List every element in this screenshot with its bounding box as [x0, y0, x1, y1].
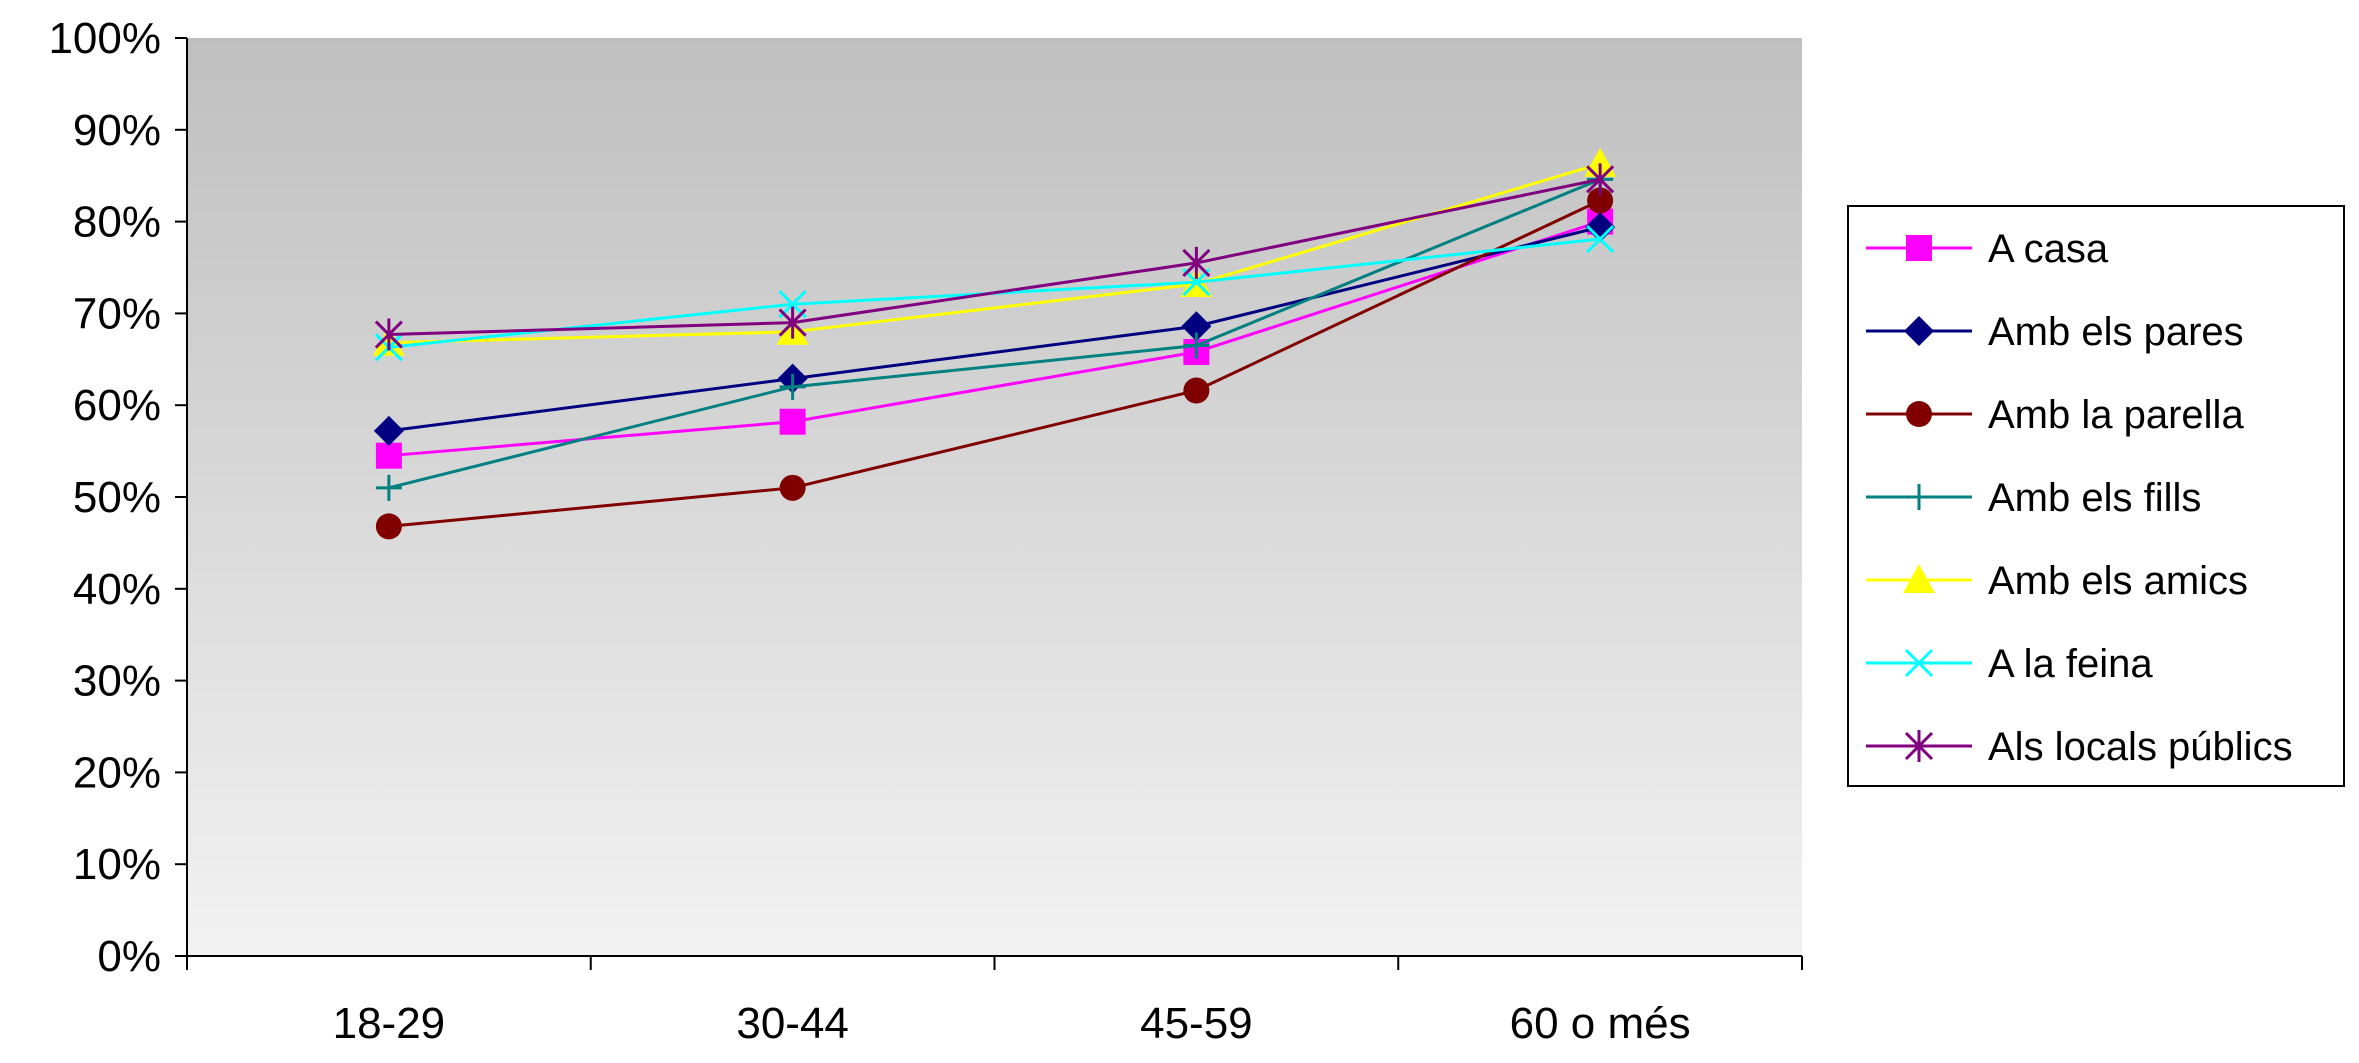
y-tick-label: 50% — [73, 473, 161, 522]
legend-label: Amb els fills — [1988, 476, 2201, 520]
legend-marker — [1906, 484, 1932, 510]
legend-label: Amb els amics — [1988, 559, 2248, 603]
x-tick-label: 18-29 — [333, 999, 446, 1048]
y-axis: 0% 10% 20% 30% 40% 50% 60% 70% 80% 90% 100% — [48, 14, 188, 981]
data-point — [375, 513, 402, 540]
series-line — [388, 177, 1601, 337]
data-point — [1586, 163, 1615, 196]
legend-label: A la feina — [1988, 642, 2153, 686]
legend-marker — [1906, 235, 1932, 261]
data-point — [1182, 246, 1211, 279]
legend-item: Amb els amics — [1866, 559, 2248, 603]
y-tick-label: 0% — [97, 932, 161, 981]
legend-marker — [1903, 564, 1935, 593]
legend-marker — [1904, 316, 1934, 346]
x-tick-label: 30-44 — [736, 999, 849, 1048]
y-tick-label: 80% — [73, 198, 161, 247]
data-point — [779, 373, 806, 400]
legend: A casa Amb els pares Amb la parella Amb els… — [1847, 205, 2345, 787]
legend-label: Amb la parella — [1988, 393, 2244, 437]
data-point — [375, 442, 402, 469]
legend-item: A la feina — [1866, 642, 2153, 686]
data-point — [1183, 377, 1210, 404]
data-point — [1183, 332, 1210, 359]
data-point — [779, 474, 806, 501]
data-point — [375, 474, 402, 501]
y-tick-label: 100% — [48, 14, 161, 63]
legend-item: Amb la parella — [1866, 393, 2244, 437]
y-tick-label: 60% — [73, 381, 161, 430]
x-tick-label: 60 o més — [1510, 999, 1691, 1048]
series-line — [388, 162, 1601, 345]
series-2 — [375, 187, 1614, 540]
legend-label: Als locals públics — [1988, 725, 2293, 769]
legend-item: Amb els fills — [1866, 476, 2201, 520]
legend-marker — [1904, 648, 1934, 678]
series-line — [388, 199, 1601, 528]
data-point — [374, 318, 403, 351]
series-line — [388, 177, 1601, 490]
series-line — [388, 225, 1601, 433]
y-tick-label: 70% — [73, 289, 161, 338]
legend-item: A casa — [1866, 227, 2109, 271]
data-point — [779, 408, 806, 435]
legend-item: Als locals públics — [1866, 725, 2293, 769]
y-tick-label: 90% — [73, 106, 161, 155]
x-axis: 18-29 30-44 45-59 60 o més — [186, 955, 1803, 1048]
legend-label: A casa — [1988, 227, 2109, 271]
y-tick-label: 40% — [73, 565, 161, 614]
data-point — [1587, 187, 1614, 214]
legend-item: Amb els pares — [1866, 310, 2244, 354]
y-tick-label: 30% — [73, 657, 161, 706]
data-point — [778, 306, 807, 339]
x-tick-label: 45-59 — [1140, 999, 1253, 1048]
legend-marker — [1904, 730, 1934, 762]
data-point — [1181, 311, 1212, 342]
plot-area — [187, 38, 1802, 956]
legend-marker — [1906, 401, 1932, 427]
legend-label: Amb els pares — [1988, 310, 2244, 354]
data-point — [1586, 224, 1615, 254]
series-layer — [372, 147, 1617, 540]
data-point — [1585, 212, 1616, 243]
y-tick-label: 10% — [73, 840, 161, 889]
series-6 — [374, 163, 1615, 351]
data-point — [373, 415, 404, 446]
y-tick-label: 20% — [73, 748, 161, 797]
